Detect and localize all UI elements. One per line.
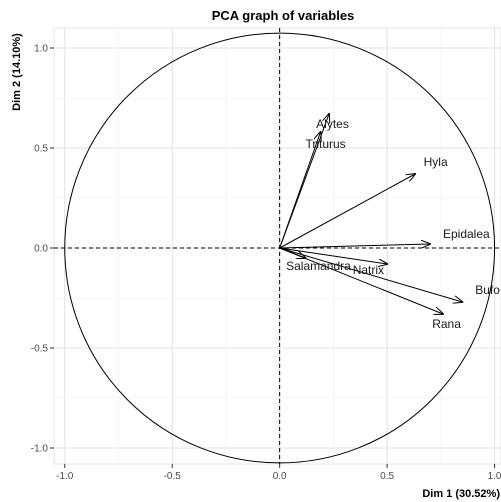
x-tick-label: 1.0 bbox=[488, 471, 501, 482]
x-axis-ticks: -1.0 -0.5 0.0 0.5 1.0 bbox=[56, 464, 501, 482]
label-alytes: Alytes bbox=[316, 117, 349, 131]
correlation-circle bbox=[64, 32, 496, 464]
label-bufo: Bufo bbox=[475, 283, 500, 297]
arrow-triturus bbox=[279, 132, 321, 249]
variable-labels: Alytes Triturus Hyla Epidalea Salamandra Natr… bbox=[286, 117, 500, 331]
y-axis-title: Dim 2 (14.10%) bbox=[11, 33, 23, 111]
x-tick-label: 0.0 bbox=[273, 471, 287, 482]
arrow-hyla bbox=[279, 174, 415, 249]
label-hyla: Hyla bbox=[424, 155, 448, 169]
grid-minor bbox=[54, 28, 501, 464]
arrow-epidalea bbox=[279, 244, 430, 249]
y-tick-label: -0.5 bbox=[31, 344, 49, 355]
y-tick-label: 0.5 bbox=[34, 144, 48, 155]
chart-title: PCA graph of variables bbox=[212, 8, 355, 23]
x-tick-label: -0.5 bbox=[164, 471, 182, 482]
y-tick-label: 0.0 bbox=[34, 244, 48, 255]
x-tick-label: -1.0 bbox=[56, 471, 74, 482]
y-axis-ticks: -1.0 -0.5 0.0 0.5 1.0 bbox=[31, 44, 54, 455]
x-axis-title: Dim 1 (30.52%) bbox=[422, 488, 500, 500]
x-tick-label: 0.5 bbox=[380, 471, 394, 482]
arrow-bufo bbox=[279, 247, 463, 302]
label-rana: Rana bbox=[432, 317, 461, 331]
label-triturus: Triturus bbox=[305, 137, 345, 151]
y-tick-label: 1.0 bbox=[34, 44, 48, 55]
plot-panel bbox=[53, 27, 501, 465]
arrow-rana bbox=[279, 247, 443, 314]
label-salamandra: Salamandra bbox=[286, 259, 351, 273]
label-epidalea: Epidalea bbox=[443, 227, 490, 241]
y-tick-label: -1.0 bbox=[31, 444, 49, 455]
label-natrix: Natrix bbox=[353, 263, 384, 277]
arrow-natrix bbox=[279, 247, 387, 264]
variable-arrows bbox=[279, 114, 463, 314]
